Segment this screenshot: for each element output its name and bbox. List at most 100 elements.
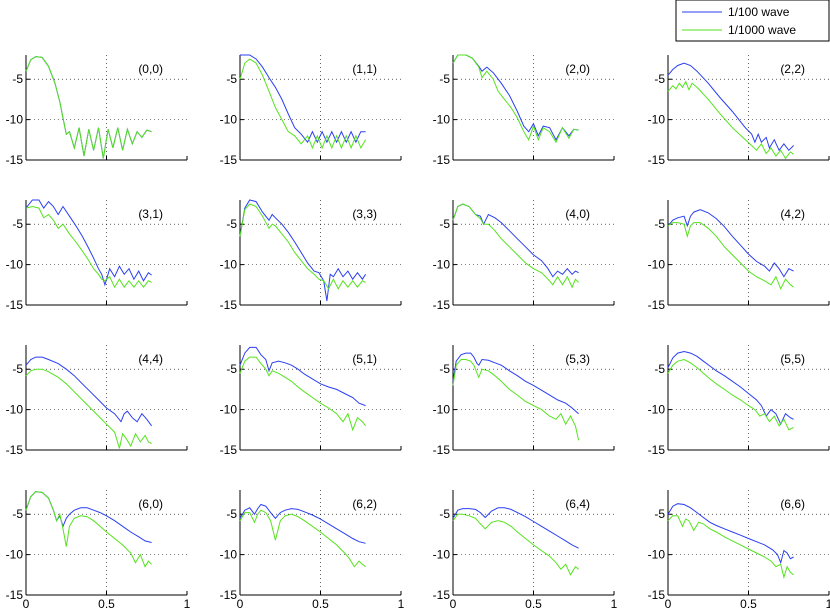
series-line-2 xyxy=(452,513,579,576)
series-line-1 xyxy=(667,350,794,426)
y-tick-label: -15 xyxy=(6,153,24,167)
series-line-1 xyxy=(25,199,152,287)
panel-title: (6,2) xyxy=(352,497,377,511)
panel-title: (6,6) xyxy=(780,497,805,511)
legend-label-1: 1/100 wave xyxy=(728,5,790,19)
y-tick-label: -10 xyxy=(648,548,666,562)
series-line-1 xyxy=(667,209,794,278)
y-tick-label: -5 xyxy=(226,72,237,86)
y-tick-label: -10 xyxy=(220,548,238,562)
subplot-12: -5 -10 -15 (5,5) xyxy=(648,345,830,457)
subplot-grid: -5-10-15(0,0)-5-10-15(1,1)-5-10-15(2,0)-… xyxy=(6,54,830,611)
x-tick-label: 1 xyxy=(398,597,405,611)
subplot-4: -5 -10 -15 (2,2) xyxy=(648,55,830,167)
y-tick-label: -15 xyxy=(220,298,238,312)
y-tick-label: -5 xyxy=(654,72,665,86)
y-tick-label: -15 xyxy=(433,298,451,312)
subplot-7: -5 -10 -15 (4,0) xyxy=(433,200,615,312)
y-tick-label: -10 xyxy=(433,113,451,127)
y-tick-label: -10 xyxy=(6,258,24,272)
series-line-1 xyxy=(452,507,579,549)
subplot-11: -5 -10 -15 (5,3) xyxy=(433,345,615,457)
y-tick-label: -10 xyxy=(433,258,451,272)
y-tick-label: -15 xyxy=(6,588,24,602)
panel-title: (5,3) xyxy=(565,352,590,366)
series-line-1 xyxy=(25,356,153,427)
series-line-2 xyxy=(239,203,366,290)
y-tick-label: -5 xyxy=(439,217,450,231)
series-line-1 xyxy=(239,346,366,407)
y-tick-label: -10 xyxy=(648,403,666,417)
panel-title: (6,4) xyxy=(565,497,590,511)
series-line-2 xyxy=(239,58,367,150)
x-tick-label: 1 xyxy=(611,597,618,611)
panel-title: (5,5) xyxy=(780,352,805,366)
subplot-14: -5 -10 -150 0.5 1 (6,2) xyxy=(220,490,405,611)
x-tick-label: 1 xyxy=(184,597,191,611)
x-tick-label: 0.5 xyxy=(740,597,757,611)
y-tick-label: -15 xyxy=(433,588,451,602)
panel-title: (5,1) xyxy=(352,352,377,366)
y-tick-label: -5 xyxy=(439,507,450,521)
y-tick-label: -5 xyxy=(439,72,450,86)
y-tick-label: -5 xyxy=(439,362,450,376)
subplot-8: -5 -10 -15 (4,2) xyxy=(648,200,830,312)
legend: 1/100 wave 1/1000 wave xyxy=(675,0,830,42)
y-tick-label: -15 xyxy=(220,153,238,167)
series-line-2 xyxy=(25,56,152,159)
series-line-1 xyxy=(239,199,367,302)
x-tick-label: 1 xyxy=(826,597,830,611)
x-tick-label: 0.5 xyxy=(98,597,115,611)
series-line-1 xyxy=(667,62,794,152)
y-tick-label: -10 xyxy=(6,548,24,562)
y-tick-label: -10 xyxy=(433,548,451,562)
series-line-2 xyxy=(239,356,366,432)
y-tick-label: -5 xyxy=(226,362,237,376)
y-tick-label: -5 xyxy=(12,362,23,376)
panel-title: (4,4) xyxy=(138,352,163,366)
y-tick-label: -10 xyxy=(220,113,238,127)
series-line-1 xyxy=(452,54,579,141)
y-tick-label: -15 xyxy=(6,298,24,312)
series-line-2 xyxy=(25,368,152,449)
legend-label-2: 1/1000 wave xyxy=(728,23,796,37)
y-tick-label: -5 xyxy=(12,217,23,231)
y-tick-label: -15 xyxy=(648,443,666,457)
y-tick-label: -5 xyxy=(12,507,23,521)
y-tick-label: -5 xyxy=(654,362,665,376)
subplot-15: -5 -10 -150 0.5 1 (6,4) xyxy=(433,490,618,611)
panel-title: (4,0) xyxy=(565,207,590,221)
series-line-2 xyxy=(452,203,579,289)
subplot-10: -5 -10 -15 (5,1) xyxy=(220,345,402,457)
y-tick-label: -15 xyxy=(433,443,451,457)
y-tick-label: -10 xyxy=(220,258,238,272)
y-tick-label: -10 xyxy=(648,258,666,272)
x-tick-label: 0 xyxy=(665,597,672,611)
subplot-1: -5 -10 -15 (0,0) xyxy=(6,55,188,167)
subplot-13: -5 -10 -150 0.5 1 (6,0) xyxy=(6,490,191,611)
y-tick-label: -5 xyxy=(654,217,665,231)
panel-title: (2,0) xyxy=(565,62,590,76)
y-tick-label: -5 xyxy=(226,217,237,231)
series-line-1 xyxy=(452,352,579,415)
y-tick-label: -15 xyxy=(648,298,666,312)
x-tick-label: 0 xyxy=(450,597,457,611)
y-tick-label: -10 xyxy=(648,113,666,127)
x-tick-label: 0 xyxy=(237,597,244,611)
subplot-5: -5 -10 -15 (3,1) xyxy=(6,199,188,312)
y-tick-label: -15 xyxy=(433,153,451,167)
panel-title: (4,2) xyxy=(780,207,805,221)
series-line-2 xyxy=(667,358,794,431)
subplot-9: -5 -10 -15 (4,4) xyxy=(6,345,188,457)
series-line-1 xyxy=(239,503,366,544)
panel-title: (0,0) xyxy=(138,62,163,76)
series-line-1 xyxy=(25,491,152,543)
subplot-6: -5 -10 -15 (3,3) xyxy=(220,199,402,312)
series-line-2 xyxy=(239,509,366,568)
panel-title: (2,2) xyxy=(780,62,805,76)
subplot-2: -5 -10 -15 (1,1) xyxy=(220,54,402,167)
series-line-1 xyxy=(240,54,366,144)
panel-title: (3,1) xyxy=(138,207,163,221)
y-tick-label: -15 xyxy=(648,153,666,167)
